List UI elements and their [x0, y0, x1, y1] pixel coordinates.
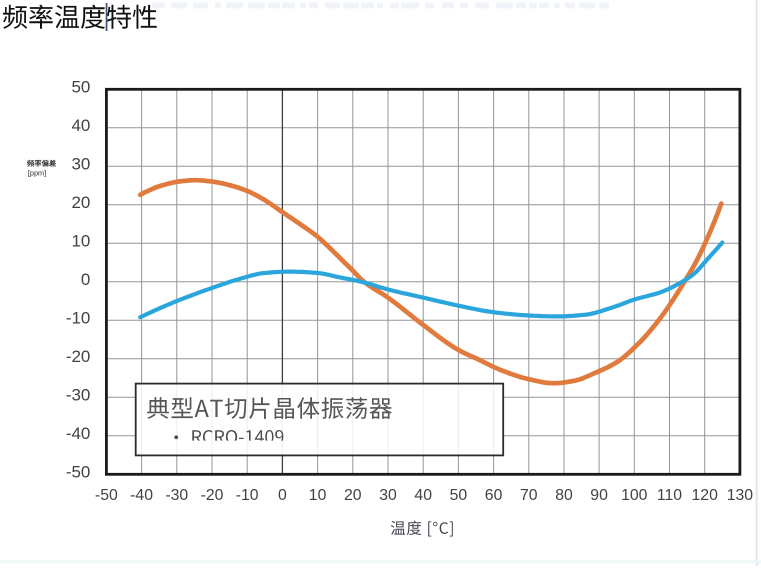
svg-text:30: 30 [379, 487, 397, 504]
svg-text:10: 10 [309, 487, 327, 504]
svg-text:10: 10 [71, 232, 90, 251]
svg-text:-40: -40 [130, 487, 153, 504]
svg-text:-20: -20 [66, 347, 91, 366]
svg-text:130: 130 [727, 487, 754, 504]
svg-text:40: 40 [414, 487, 432, 504]
svg-text:80: 80 [555, 487, 573, 504]
svg-text:-30: -30 [66, 386, 91, 405]
svg-text:30: 30 [71, 155, 90, 174]
svg-text:50: 50 [71, 78, 90, 97]
svg-text:100: 100 [621, 487, 648, 504]
svg-text:50: 50 [450, 487, 468, 504]
svg-text:-10: -10 [236, 487, 259, 504]
svg-text:-40: -40 [66, 424, 91, 443]
svg-text:90: 90 [590, 487, 608, 504]
svg-text:-30: -30 [165, 487, 188, 504]
svg-text:-20: -20 [201, 487, 224, 504]
svg-text:20: 20 [344, 487, 362, 504]
svg-text:-50: -50 [95, 487, 118, 504]
svg-text:110: 110 [657, 487, 682, 504]
svg-text:-10: -10 [66, 309, 91, 328]
svg-text:70: 70 [520, 487, 538, 504]
svg-text:[ppm]: [ppm] [28, 168, 46, 177]
svg-text:0: 0 [278, 487, 287, 504]
svg-text:0: 0 [81, 270, 90, 289]
svg-text:60: 60 [485, 487, 503, 504]
svg-text:20: 20 [71, 193, 90, 212]
svg-text:40: 40 [71, 116, 90, 135]
svg-text:120: 120 [692, 487, 719, 504]
svg-text:-50: -50 [66, 463, 91, 482]
